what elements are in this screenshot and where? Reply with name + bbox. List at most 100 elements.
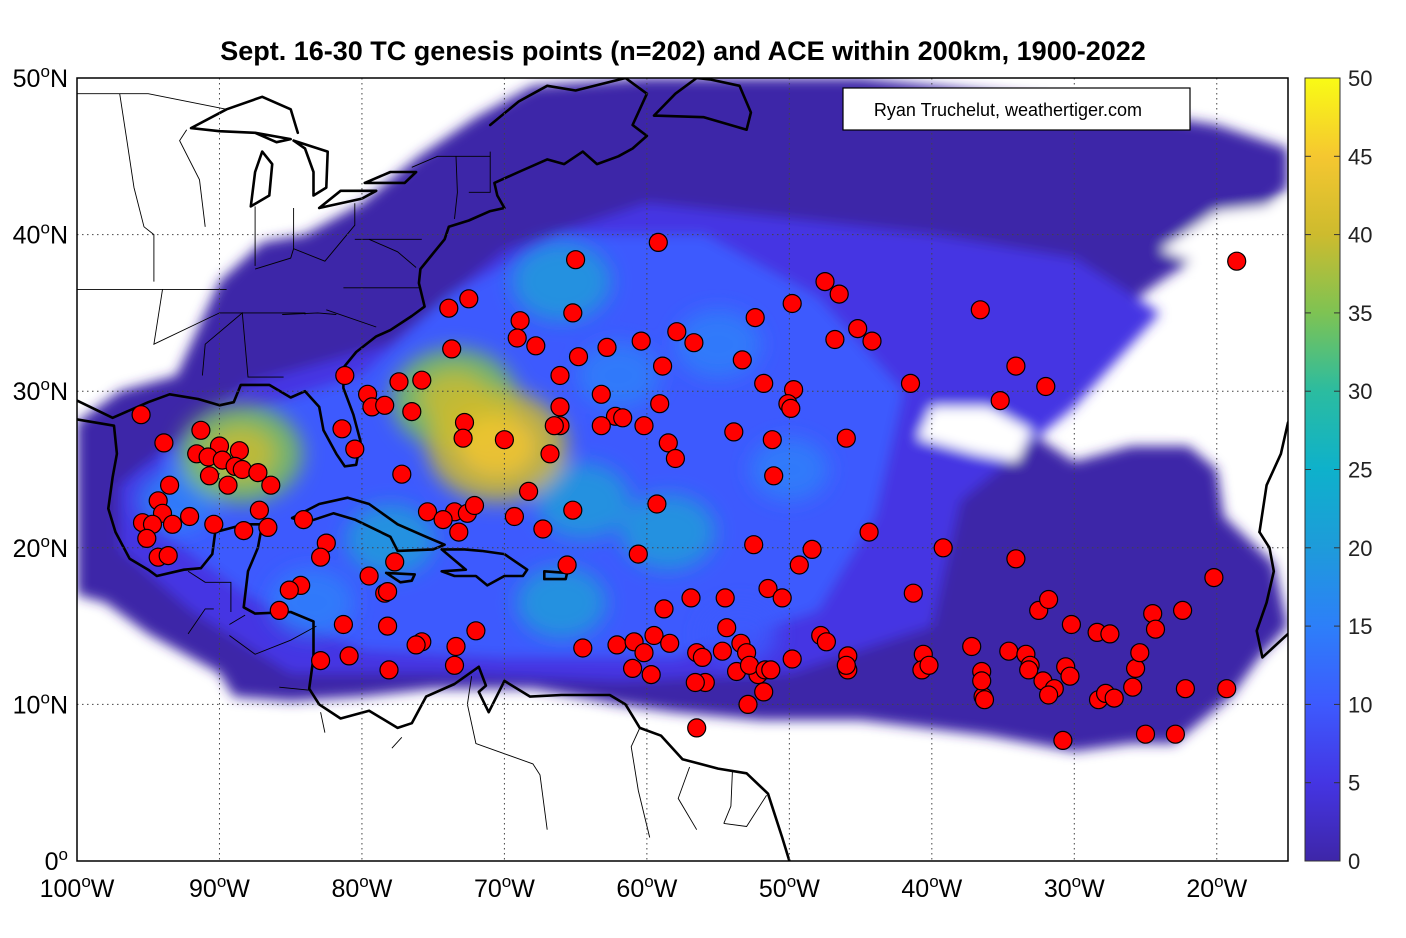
- genesis-point: [249, 500, 269, 520]
- genesis-point: [544, 416, 564, 436]
- genesis-point: [550, 365, 570, 386]
- genesis-point: [732, 350, 752, 370]
- lon-tick-label: 70oW: [474, 872, 535, 903]
- genesis-point: [1130, 643, 1150, 663]
- colorbar-tick-label: 35: [1348, 301, 1372, 326]
- genesis-point: [160, 475, 180, 495]
- genesis-point: [990, 391, 1010, 411]
- genesis-point: [392, 464, 412, 484]
- genesis-point: [628, 544, 648, 564]
- genesis-point: [1135, 724, 1156, 744]
- genesis-point: [154, 433, 174, 453]
- genesis-point: [712, 641, 733, 661]
- genesis-point: [650, 394, 670, 414]
- genesis-point: [453, 428, 473, 448]
- genesis-point: [234, 520, 254, 541]
- genesis-point: [1100, 624, 1120, 644]
- genesis-point: [359, 566, 379, 586]
- genesis-point: [158, 545, 178, 566]
- genesis-point: [375, 395, 395, 415]
- lon-tick-label: 100oW: [40, 872, 115, 903]
- genesis-point: [339, 646, 359, 666]
- genesis-point: [180, 506, 200, 527]
- lat-tick-label: 30oN: [13, 375, 68, 406]
- genesis-point: [1165, 724, 1186, 744]
- genesis-point: [862, 331, 882, 351]
- genesis-point: [526, 336, 546, 356]
- genesis-point: [131, 405, 151, 425]
- genesis-point: [836, 428, 856, 448]
- genesis-point: [607, 635, 627, 655]
- genesis-point: [782, 293, 802, 314]
- genesis-point: [412, 370, 432, 390]
- genesis-point: [1061, 614, 1082, 635]
- genesis-point: [1038, 589, 1059, 610]
- genesis-point: [1227, 251, 1247, 271]
- genesis-point: [652, 356, 673, 376]
- genesis-point: [311, 650, 331, 671]
- lat-tick-label: 10oN: [13, 688, 68, 719]
- colorbar-tick-label: 5: [1348, 771, 1360, 796]
- genesis-point: [634, 416, 654, 436]
- genesis-points: [131, 232, 1247, 751]
- colorbar-tick-label: 15: [1348, 614, 1372, 639]
- genesis-point: [232, 459, 252, 480]
- genesis-point: [510, 311, 530, 331]
- colorbar-tick-label: 0: [1348, 849, 1360, 874]
- genesis-point: [754, 373, 774, 393]
- genesis-point: [685, 672, 705, 693]
- genesis-point: [417, 502, 438, 522]
- genesis-point: [658, 433, 678, 453]
- genesis-point: [665, 448, 686, 469]
- genesis-point: [972, 671, 992, 691]
- genesis-point: [459, 289, 479, 309]
- genesis-point: [335, 365, 355, 386]
- genesis-point: [442, 339, 462, 359]
- genesis-point: [518, 481, 539, 501]
- genesis-point: [258, 517, 278, 538]
- genesis-point: [764, 466, 784, 486]
- genesis-point: [687, 718, 707, 738]
- lat-tick-label: 50oN: [13, 62, 68, 93]
- genesis-point: [919, 655, 939, 675]
- lat-tick-label: 40oN: [13, 219, 68, 250]
- genesis-point: [137, 528, 157, 549]
- genesis-point: [634, 643, 654, 663]
- lon-tick-label: 90oW: [189, 872, 250, 903]
- genesis-point: [758, 578, 778, 599]
- genesis-point: [654, 599, 674, 619]
- genesis-point: [563, 500, 583, 520]
- colorbar-tick-label: 10: [1348, 692, 1372, 717]
- genesis-point: [1172, 600, 1193, 621]
- genesis-point: [999, 641, 1019, 661]
- genesis-point: [744, 535, 764, 555]
- credit-text: Ryan Truchelut, weathertiger.com: [874, 100, 1142, 120]
- genesis-point: [204, 514, 224, 534]
- lat-tick-label: 20oN: [13, 532, 68, 563]
- genesis-point: [261, 475, 281, 495]
- genesis-point: [648, 232, 668, 252]
- genesis-point: [900, 373, 921, 393]
- lon-tick-label: 50oW: [759, 872, 820, 903]
- genesis-point: [406, 635, 426, 655]
- genesis-point: [933, 538, 953, 558]
- genesis-point: [903, 583, 923, 603]
- genesis-point: [1060, 666, 1080, 686]
- genesis-point: [229, 441, 249, 461]
- colorbar-tick-label: 20: [1348, 536, 1372, 561]
- genesis-point: [162, 514, 183, 534]
- genesis-point: [1006, 549, 1026, 569]
- genesis-point: [754, 682, 774, 702]
- axis-tick-labels: 100oW 90oW 80oW 70oW 60oW 50oW 40oW 30oW 20oW 0o 1…: [13, 62, 1248, 903]
- genesis-point: [1019, 660, 1039, 680]
- genesis-point: [641, 664, 661, 685]
- genesis-point: [191, 420, 211, 440]
- genesis-point: [540, 444, 560, 464]
- genesis-point: [802, 539, 822, 560]
- colorbar-tick-label: 50: [1348, 66, 1372, 91]
- genesis-point: [1217, 679, 1237, 699]
- genesis-point: [622, 658, 643, 679]
- credit-box: Ryan Truchelut, weathertiger.com: [842, 87, 1191, 131]
- lat-lon-grid: [77, 78, 1288, 861]
